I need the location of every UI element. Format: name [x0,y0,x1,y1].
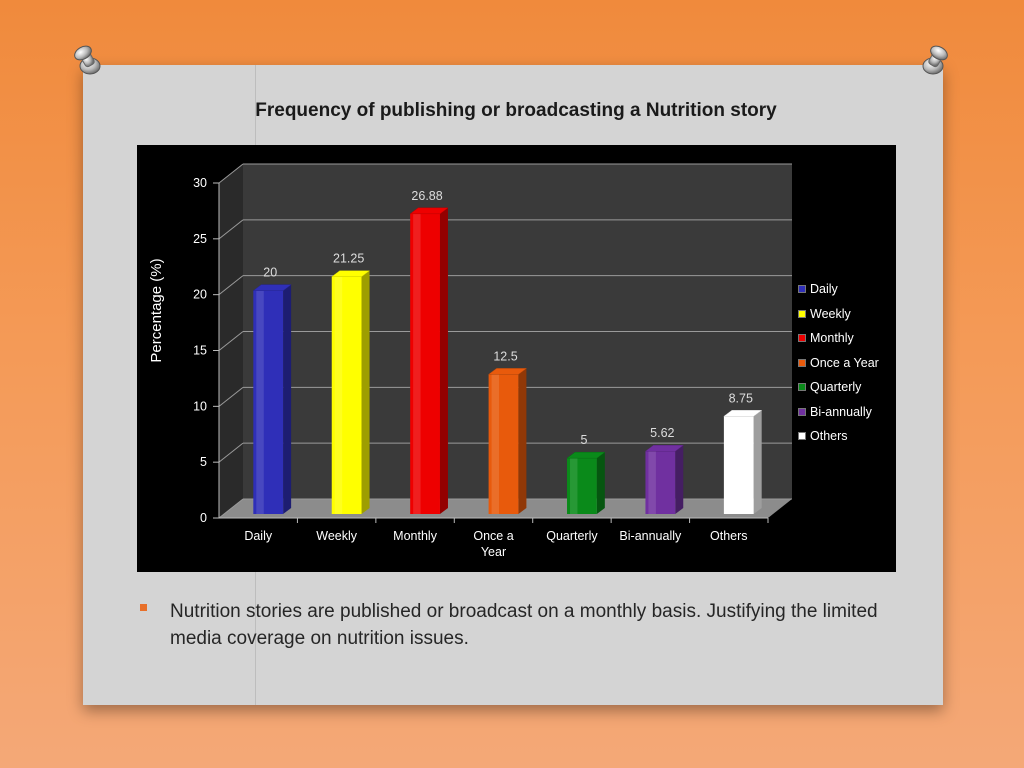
bar-top [409,207,449,215]
legend-item: Weekly [798,302,879,327]
bar-top [566,451,606,459]
pushpin-icon [74,45,101,75]
bar-sheen [570,458,578,514]
bar-side [675,445,684,514]
bar [567,458,597,514]
bar-side [518,368,527,514]
legend-label: Weekly [810,306,851,321]
y-tick-label: 20 [193,288,207,302]
legend-item: Once a Year [798,351,879,376]
bar-side [283,284,292,514]
bar-sheen [413,213,421,514]
data-label: 26.88 [411,189,442,203]
bar-top [252,284,292,291]
bar-sheen [648,451,656,514]
gridline-diagonal [218,331,244,351]
y-axis-label: Percentage (%) [148,258,165,362]
y-tick-label: 5 [200,455,207,469]
chart-legend: Daily Weekly Monthly Once a Year Quarterly Bi… [798,277,879,449]
bar [331,276,362,514]
legend-label: Monthly [810,331,854,346]
y-tick-label: 15 [193,344,207,358]
slide-title: Frequency of publishing or broadcasting … [255,100,777,121]
gridline-diagonal [218,163,244,184]
data-label: 21.25 [333,252,364,266]
legend-item: Monthly [798,326,879,351]
gridline-diagonal [218,442,244,463]
bar-sheen [256,290,264,514]
y-tick-label: 25 [193,232,207,246]
legend-item: Quarterly [798,375,879,400]
x-tick-label: Daily [244,529,273,543]
legend-item: Others [798,424,879,449]
legend-label: Others [810,429,848,444]
gridline-diagonal [218,275,244,296]
legend-item: Daily [798,277,879,302]
bullet-text: Nutrition stories are published or broad… [170,601,878,649]
x-tick-label: Monthly [393,529,438,543]
x-tick-label: Once a Year [473,529,513,559]
legend-swatch [798,309,806,318]
legend-swatch [798,358,806,367]
gridline-diagonal [218,498,244,519]
bar-top [487,368,528,375]
y-tick-label: 10 [193,399,207,413]
bar-side [753,410,762,514]
gridline-diagonal [218,219,244,240]
bar [645,451,676,514]
x-tick-label: Bi-annually [619,529,682,543]
legend-label: Daily [810,282,838,297]
bar-sheen [334,276,343,514]
bar [488,374,519,514]
legend-item: Bi-annually [798,400,879,425]
x-tick-label: Weekly [316,529,358,543]
legend-label: Once a Year [810,355,879,370]
data-label: 5 [580,433,587,447]
bar-top [644,444,685,452]
chart-area: 0 5 10 15 20 25 30 Percentage (%) 20 Daily 21.25 We… [137,145,896,572]
legend-swatch [798,432,806,441]
legend-swatch [798,285,806,294]
bar-chart: 0 5 10 15 20 25 30 Percentage (%) 20 Daily 21.25 We… [148,163,792,559]
data-label: 5.62 [650,426,674,440]
data-label: 12.5 [493,349,517,363]
pushpin-icon [922,45,948,75]
legend-label: Quarterly [810,380,862,395]
legend-swatch [798,383,806,392]
y-tick-label: 30 [193,176,207,190]
data-label: 8.75 [729,391,753,405]
legend-swatch [798,334,806,343]
x-tick-label: Quarterly [546,529,598,543]
x-tick-label: Others [710,529,748,543]
bar-sheen [726,416,735,514]
legend-swatch [798,407,806,416]
bar-sheen [491,374,500,514]
legend-label: Bi-annually [810,404,872,419]
gridline-diagonal [218,386,244,407]
bar-side [361,270,370,514]
bar-side [596,452,605,514]
bar [410,213,440,514]
data-label: 20 [263,266,277,280]
bullet-square-icon [140,604,147,611]
bar-top [723,410,763,417]
bar-side [439,207,448,514]
bar-top [330,270,371,277]
bar [723,416,754,514]
y-tick-label: 0 [200,511,207,525]
bar [253,290,284,514]
